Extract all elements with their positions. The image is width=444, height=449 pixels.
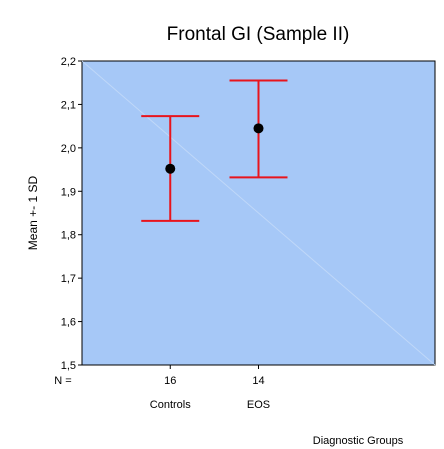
y-tick-label: 2,1: [61, 99, 76, 111]
n-count-label: 16: [164, 375, 176, 387]
y-tick-label: 1,7: [61, 273, 76, 285]
mean-marker: [165, 163, 176, 174]
y-axis: 1,5 1,6 1,7 1,8 1,9 2,0 2,1 2,2: [61, 56, 82, 372]
category-label: Controls: [150, 399, 191, 411]
chart-title: Frontal GI (Sample II): [167, 24, 350, 45]
category-label: EOS: [247, 399, 270, 411]
y-tick-label: 2,2: [61, 56, 76, 68]
mean-marker: [253, 123, 264, 134]
y-tick-label: 1,9: [61, 186, 76, 198]
x-axis-label: Diagnostic Groups: [313, 435, 404, 447]
y-tick-label: 2,0: [61, 143, 76, 155]
x-axis: 16 Controls 14 EOS: [150, 365, 270, 411]
plot-diagonal: [81, 60, 436, 366]
y-tick-label: 1,5: [61, 360, 76, 372]
n-count-label: 14: [252, 375, 264, 387]
n-label: N =: [54, 375, 71, 387]
y-axis-label: Mean +- 1 SD: [26, 175, 40, 250]
y-tick-label: 1,8: [61, 230, 76, 242]
error-bars: [141, 79, 288, 222]
y-tick-label: 1,6: [61, 317, 76, 329]
